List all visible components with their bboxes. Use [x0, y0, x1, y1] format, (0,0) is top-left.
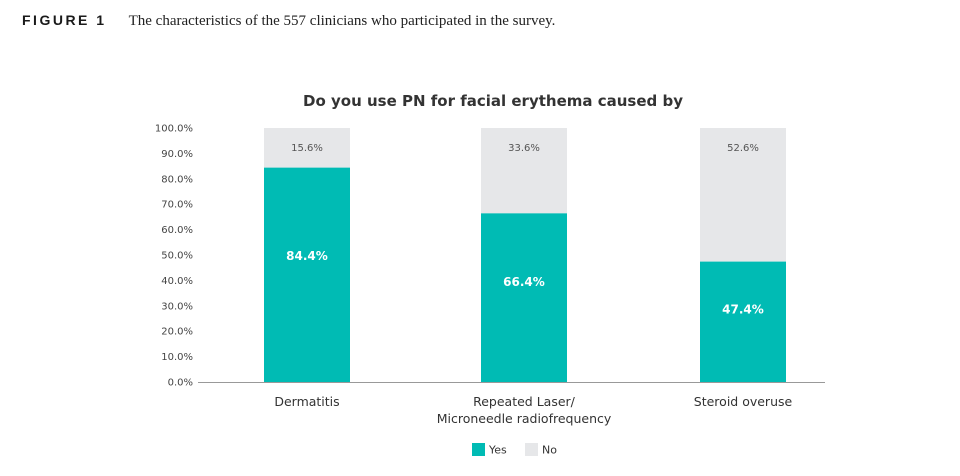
bar-yes: [481, 213, 567, 382]
y-tick-label: 10.0%: [161, 352, 193, 363]
category-label: Microneedle radiofrequency: [437, 411, 612, 426]
y-tick-label: 50.0%: [161, 251, 193, 262]
data-label-yes: 84.4%: [286, 249, 328, 263]
chart-title: Do you use PN for facial erythema caused…: [303, 92, 683, 110]
category-label: Repeated Laser/: [473, 394, 576, 409]
y-tick-label: 100.0%: [155, 124, 193, 135]
bar-no: [264, 128, 350, 168]
data-label-no: 52.6%: [727, 143, 759, 154]
bar-yes: [700, 261, 786, 382]
data-label-no: 15.6%: [291, 143, 323, 154]
data-label-no: 33.6%: [508, 143, 540, 154]
figure-label: FIGURE 1: [22, 12, 107, 28]
y-tick-label: 70.0%: [161, 200, 193, 211]
y-tick-label: 30.0%: [161, 301, 193, 312]
category-label: Steroid overuse: [694, 394, 793, 409]
data-label-yes: 47.4%: [722, 302, 764, 316]
data-label-yes: 66.4%: [503, 275, 545, 289]
y-tick-label: 60.0%: [161, 225, 193, 236]
legend-yes-swatch: [472, 443, 485, 456]
bar-yes: [264, 167, 350, 382]
y-tick-label: 0.0%: [168, 378, 193, 389]
legend-no-label: No: [542, 444, 557, 457]
legend-yes-label: Yes: [488, 444, 507, 457]
bar-no: [700, 128, 786, 262]
y-tick-label: 40.0%: [161, 276, 193, 287]
y-tick-label: 80.0%: [161, 174, 193, 185]
figure-caption: FIGURE 1 The characteristics of the 557 …: [22, 12, 555, 30]
figure-caption-text: The characteristics of the 557 clinician…: [128, 13, 556, 29]
y-tick-label: 90.0%: [161, 149, 193, 160]
legend-no-swatch: [525, 443, 538, 456]
y-tick-label: 20.0%: [161, 327, 193, 338]
bar-no: [481, 128, 567, 214]
category-label: Dermatitis: [274, 394, 339, 409]
